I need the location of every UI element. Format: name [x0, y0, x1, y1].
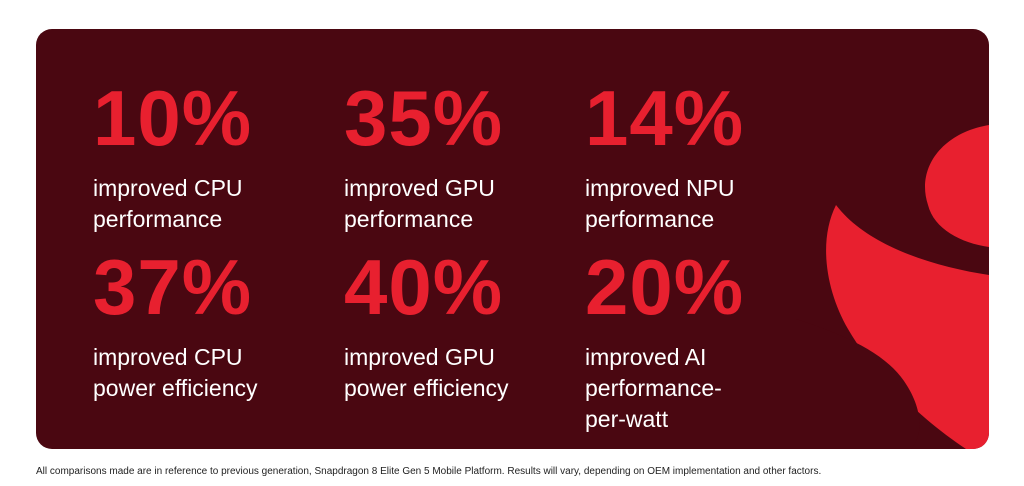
stat-description: improved AI performance- per-watt	[585, 342, 805, 435]
stat-line: power efficiency	[93, 375, 258, 401]
stat-ai-performance-per-watt: 20% improved AI performance- per-watt	[585, 248, 805, 435]
stat-cpu-performance: 10% improved CPU performance	[93, 79, 313, 235]
stat-line: power efficiency	[344, 375, 509, 401]
stat-value: 10%	[93, 74, 253, 162]
stat-description: improved CPU power efficiency	[93, 342, 313, 404]
stat-line: improved CPU	[93, 175, 243, 201]
stat-line: improved GPU	[344, 344, 495, 370]
stat-cpu-power-efficiency: 37% improved CPU power efficiency	[93, 248, 313, 404]
stat-gpu-performance: 35% improved GPU performance	[344, 79, 564, 235]
stat-gpu-power-efficiency: 40% improved GPU power efficiency	[344, 248, 564, 404]
stat-line: improved NPU	[585, 175, 735, 201]
stat-value: 37%	[93, 243, 253, 331]
stat-line: performance	[585, 206, 715, 232]
stat-description: improved GPU power efficiency	[344, 342, 564, 404]
snapdragon-flame-logo-icon	[796, 125, 989, 449]
stat-line: performance	[344, 206, 474, 232]
stat-line: per-watt	[585, 406, 669, 432]
stat-description: improved GPU performance	[344, 173, 564, 235]
stat-line: performance-	[585, 375, 722, 401]
stat-line: performance	[93, 206, 223, 232]
stat-value: 35%	[344, 74, 504, 162]
stat-value: 20%	[585, 243, 745, 331]
stat-line: improved CPU	[93, 344, 243, 370]
stat-npu-performance: 14% improved NPU performance	[585, 79, 805, 235]
footnote: All comparisons made are in reference to…	[36, 466, 822, 477]
stat-line: improved GPU	[344, 175, 495, 201]
stat-value: 40%	[344, 243, 504, 331]
stat-line: improved AI	[585, 344, 707, 370]
stat-description: improved CPU performance	[93, 173, 313, 235]
stat-description: improved NPU performance	[585, 173, 805, 235]
stat-value: 14%	[585, 74, 745, 162]
stats-panel: 10% improved CPU performance 35% improve…	[36, 29, 989, 449]
